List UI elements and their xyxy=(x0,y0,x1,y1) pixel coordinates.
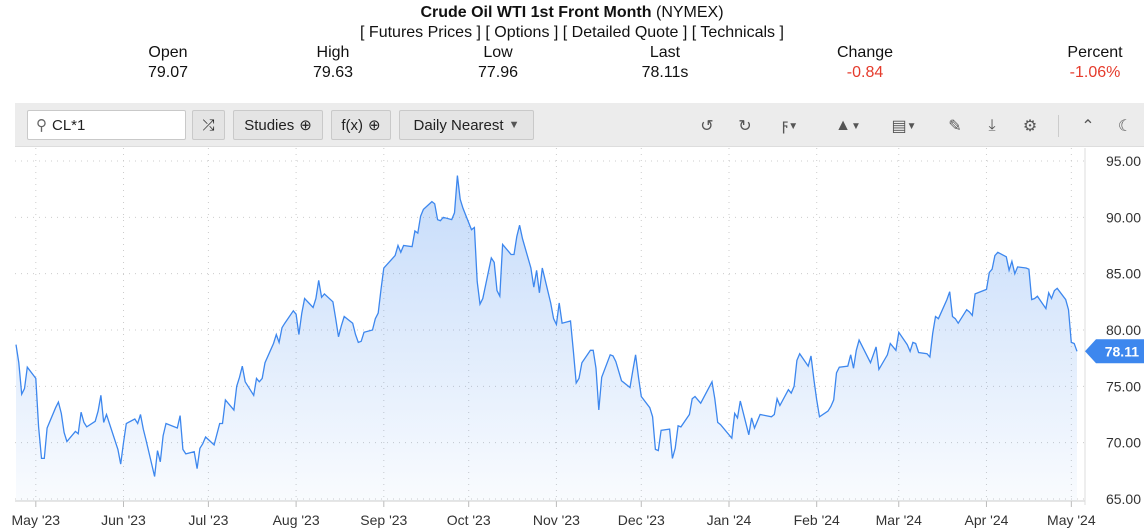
y-tick-label: 80.00 xyxy=(1106,322,1141,338)
x-tick-label: Aug '23 xyxy=(273,512,320,528)
toolbar-divider xyxy=(1058,115,1059,137)
last-price-label: 78.11 xyxy=(1105,343,1139,359)
stat-value: 78.11s xyxy=(641,64,689,81)
exchange-label: (NYMEX) xyxy=(655,4,724,21)
lightning-icon[interactable]: ϝ ▼ xyxy=(781,117,799,134)
stat-value: -0.84 xyxy=(846,64,884,81)
stat-label: Low xyxy=(483,44,513,61)
stat-label: Change xyxy=(836,44,894,61)
x-tick-label: Oct '23 xyxy=(447,512,491,528)
x-tick-label: Feb '24 xyxy=(794,512,840,528)
caret-down-icon: ▼ xyxy=(508,119,520,131)
y-tick-label: 90.00 xyxy=(1106,209,1141,225)
x-tick-label: Jan '24 xyxy=(707,512,752,528)
price-area-fill xyxy=(16,175,1077,501)
fx-label: f(x) xyxy=(341,116,364,134)
stat-value: 79.63 xyxy=(312,64,354,81)
y-tick-label: 70.00 xyxy=(1106,435,1141,451)
shuffle-icon: ⤮ xyxy=(202,116,215,134)
price-line xyxy=(15,175,1078,477)
link-detailed-quote[interactable]: [ Detailed Quote ] xyxy=(562,24,688,41)
x-tick-label: Jul '23 xyxy=(188,512,228,528)
plus-circle-icon: ⊕ xyxy=(299,117,312,134)
last-price-tag xyxy=(1085,339,1144,364)
redo-icon[interactable]: ↻ xyxy=(738,118,752,135)
stat-value: 79.07 xyxy=(147,64,189,81)
studies-label: Studies xyxy=(244,116,295,134)
stat-label: Open xyxy=(148,44,188,61)
link-technicals[interactable]: [ Technicals ] xyxy=(691,24,784,41)
x-tick-label: May '23 xyxy=(12,512,61,528)
plus-circle-icon: ⊕ xyxy=(368,117,381,134)
chart-type-icon[interactable]: ▲ ▼ xyxy=(835,117,861,134)
link-futures-prices[interactable]: [ Futures Prices ] xyxy=(360,24,481,41)
x-tick-label: May '24 xyxy=(1047,512,1096,528)
y-tick-label: 85.00 xyxy=(1106,266,1141,282)
quote-links: [ Futures Prices ] [ Options ] [ Detaile… xyxy=(0,24,1144,42)
symbol-value: CL*1 xyxy=(52,116,86,134)
compare-button[interactable]: ⤮ xyxy=(192,110,225,140)
x-tick-label: Nov '23 xyxy=(533,512,580,528)
stat-label: High xyxy=(316,44,350,61)
x-tick-label: Jun '23 xyxy=(101,512,146,528)
x-tick-label: Apr '24 xyxy=(965,512,1009,528)
link-options[interactable]: [ Options ] xyxy=(485,24,559,41)
page-title: Crude Oil WTI 1st Front Month (NYMEX) xyxy=(0,4,1144,22)
y-tick-label: 65.00 xyxy=(1106,491,1141,507)
studies-button[interactable]: Studies ⊕ xyxy=(233,110,323,140)
stat-label: Last xyxy=(649,44,681,61)
stat-label: Percent xyxy=(1067,44,1123,61)
x-tick-label: Mar '24 xyxy=(876,512,922,528)
interval-value: Daily Nearest xyxy=(413,116,504,134)
stat-value: 77.96 xyxy=(477,64,519,81)
symbol-search-input[interactable]: ⚲ CL*1 xyxy=(27,110,186,140)
chart-toolbar: ⚲ CL*1 ⤮ Studies ⊕ f(x) ⊕ Daily Nearest ▼ ↺… xyxy=(15,103,1144,147)
search-icon: ⚲ xyxy=(36,117,47,134)
x-tick-label: Dec '23 xyxy=(618,512,665,528)
table-icon[interactable]: ▤ ▼ xyxy=(891,118,917,135)
pencil-icon[interactable]: ✎ xyxy=(948,118,962,135)
download-icon[interactable]: ⤓ xyxy=(988,117,996,134)
moon-icon[interactable]: ☾ xyxy=(1117,118,1133,135)
double-chevron-up-icon[interactable]: ⌃ xyxy=(1081,118,1095,135)
stat-value: -1.06% xyxy=(1069,64,1121,81)
gear-icon[interactable]: ⚙ xyxy=(1022,118,1038,135)
fx-button[interactable]: f(x) ⊕ xyxy=(331,110,391,140)
instrument-name: Crude Oil WTI 1st Front Month xyxy=(420,4,652,21)
x-tick-label: Sep '23 xyxy=(360,512,407,528)
y-tick-label: 95.00 xyxy=(1106,153,1141,169)
undo-icon[interactable]: ↺ xyxy=(700,118,714,135)
interval-select[interactable]: Daily Nearest ▼ xyxy=(399,110,534,140)
y-tick-label: 75.00 xyxy=(1106,378,1141,394)
